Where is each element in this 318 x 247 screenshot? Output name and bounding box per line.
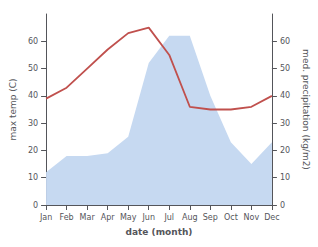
svg-text:20: 20 <box>28 146 38 155</box>
svg-text:date (month): date (month) <box>126 227 193 237</box>
svg-text:May: May <box>120 213 137 222</box>
svg-text:Jun: Jun <box>141 213 155 222</box>
svg-text:0: 0 <box>33 201 38 210</box>
svg-text:Apr: Apr <box>101 213 116 222</box>
svg-text:Feb: Feb <box>60 213 74 222</box>
svg-text:Nov: Nov <box>244 213 260 222</box>
svg-text:50: 50 <box>28 64 38 73</box>
svg-text:60: 60 <box>280 37 290 46</box>
svg-text:10: 10 <box>28 173 38 182</box>
svg-text:max temp (C): max temp (C) <box>8 78 18 140</box>
svg-text:Aug: Aug <box>182 213 198 222</box>
svg-text:Mar: Mar <box>80 213 96 222</box>
svg-text:Jul: Jul <box>163 213 174 222</box>
svg-text:40: 40 <box>280 91 290 100</box>
svg-text:0: 0 <box>280 201 285 210</box>
svg-text:med. precipitation (kg/m2): med. precipitation (kg/m2) <box>301 49 311 170</box>
svg-text:60: 60 <box>28 37 38 46</box>
svg-text:50: 50 <box>280 64 290 73</box>
svg-text:Dec: Dec <box>264 213 279 222</box>
svg-text:40: 40 <box>28 91 38 100</box>
svg-text:30: 30 <box>280 119 290 128</box>
svg-text:10: 10 <box>280 173 290 182</box>
svg-text:30: 30 <box>28 119 38 128</box>
svg-text:20: 20 <box>280 146 290 155</box>
svg-text:Jan: Jan <box>39 213 52 222</box>
svg-text:Sep: Sep <box>203 213 218 222</box>
svg-text:Oct: Oct <box>224 213 238 222</box>
